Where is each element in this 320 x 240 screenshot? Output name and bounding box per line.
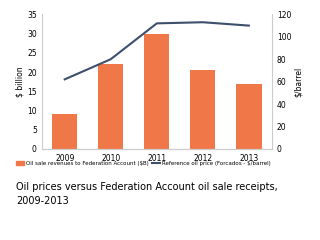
Bar — [190, 70, 215, 149]
Y-axis label: $/barrel: $/barrel — [294, 66, 303, 97]
Text: Oil prices versus Federation Account oil sale receipts,
2009-2013: Oil prices versus Federation Account oil… — [16, 182, 278, 206]
Bar — [144, 34, 170, 149]
Bar — [98, 64, 124, 149]
Bar — [236, 84, 261, 149]
Legend: Oil sale revenues to Federation Account ($B), Reference oil price (Forcados - $/: Oil sale revenues to Federation Account … — [16, 161, 271, 166]
Y-axis label: $ billion: $ billion — [15, 66, 24, 97]
Bar — [52, 114, 77, 149]
